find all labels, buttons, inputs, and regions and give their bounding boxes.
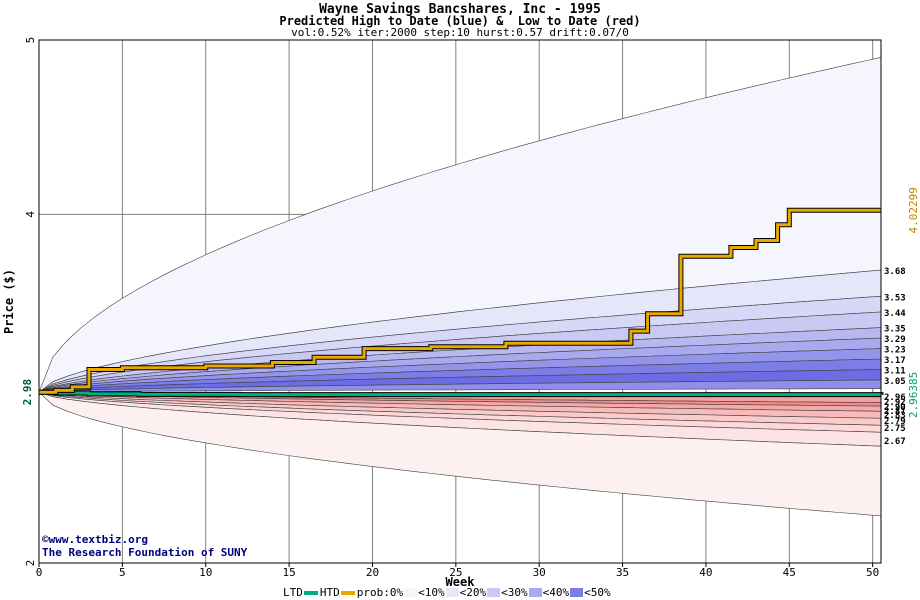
band-label-upper: 3.11 [884,366,906,376]
band-label-lower: 2.96 [884,393,906,403]
simulation-params: vol:0.52% iter:2000 step:10 hurst:0.57 d… [291,26,629,39]
x-tick-label: 35 [616,566,629,579]
x-tick-label: 50 [866,566,879,579]
ltd-final-label: 2.96385 [907,372,920,418]
band-label-lower: 2.79 [884,417,906,427]
credit-site: www.textbiz.org [48,533,148,546]
band-label-lower: 2.92 [884,398,906,408]
chart-subtitle: Predicted High to Date (blue) & Low to D… [279,14,641,28]
band-label-lower: 2.67 [884,437,906,447]
x-tick-label: 20 [366,566,379,579]
x-tick-label: 45 [783,566,796,579]
legend-htd-label: HTD [319,586,340,599]
band-label-upper: 3.23 [884,346,906,356]
band-label-upper: 3.17 [884,356,906,366]
band-label-lower: 2.75 [884,424,906,434]
legend: LTD HTD prob:0% <10% <20% <30% <40% <50% [283,586,611,599]
band-label-upper: 3.05 [884,377,906,387]
chart-title: Wayne Savings Bancshares, Inc - 1995 [319,2,601,17]
y-tick-label: 2 [24,560,37,567]
x-tick-label: 15 [282,566,295,579]
band-label-lower: 2.87 [884,407,906,417]
y-axis-label: Price ($) [2,269,16,334]
x-tick-label: 40 [699,566,712,579]
legend-swatch-50 [570,588,584,597]
legend-ltd-swatch [303,590,318,595]
x-tick-label: 10 [199,566,212,579]
legend-htd-swatch [340,590,355,595]
legend-swatch-20 [445,588,459,597]
legend-swatch-30 [487,588,501,597]
credit-org: The Research Foundation of SUNY [42,546,248,559]
y-tick-label: 4 [24,211,37,218]
plot-frame [38,39,882,564]
x-tick-label: 0 [36,566,43,579]
band-label-upper: 3.53 [884,293,906,303]
legend-ltd-label: LTD [283,586,303,599]
x-axis-label: Week [446,575,476,589]
y-tick-label: 5 [24,37,37,44]
x-tick-label: 30 [533,566,546,579]
credit-block: ©www.textbiz.org The Research Foundation… [42,533,247,559]
legend-item-30: <30% [501,586,528,599]
band-label-lower: 2.90 [884,403,906,413]
legend-item-50: <50% [584,586,611,599]
start-price-label: 2.98 [21,379,34,406]
htd-final-label: 4.02299 [907,187,920,233]
band-label-upper: 3.44 [884,309,906,319]
band-label-upper: 3.35 [884,325,906,335]
legend-swatch-40 [528,588,542,597]
htd-line [39,208,881,394]
copyright-icon: © [42,533,49,546]
legend-item-20: <20% [459,586,487,599]
band-label-lower: 2.83 [884,411,906,421]
x-tick-label: 5 [119,566,126,579]
x-tick-label: 25 [449,566,462,579]
legend-item-40: <40% [542,586,570,599]
legend-item-10: <10% [418,586,445,599]
legend-prob-label: prob:0% [356,586,404,599]
band-label-upper: 3.68 [884,267,906,277]
band-label-upper: 3.29 [884,335,906,345]
legend-swatch-10 [404,588,418,597]
